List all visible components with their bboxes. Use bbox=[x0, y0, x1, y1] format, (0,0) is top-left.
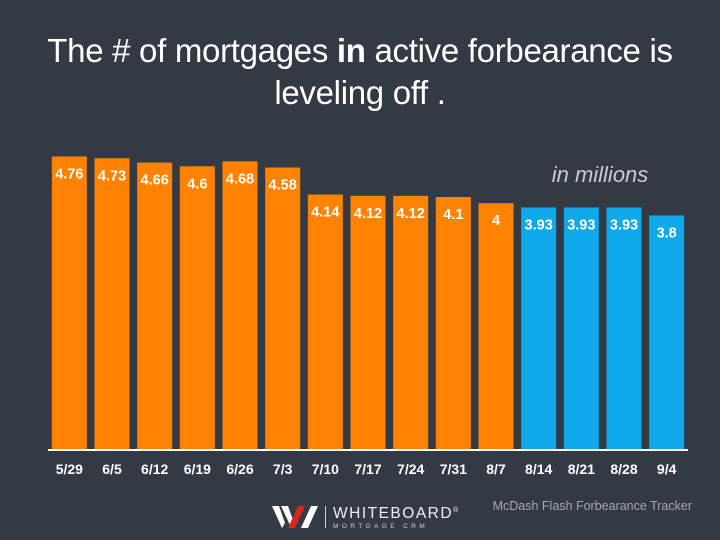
title-bold-word: in bbox=[336, 32, 366, 69]
whiteboard-logo: WHITEBOARD® MORTGAGE CRM bbox=[272, 504, 460, 530]
bar-8/28 bbox=[606, 207, 642, 449]
bar-6/26 bbox=[222, 161, 258, 450]
x-tick-label: 8/14 bbox=[525, 461, 552, 477]
bar-6/19 bbox=[179, 166, 215, 450]
logo-text: WHITEBOARD® MORTGAGE CRM bbox=[333, 503, 460, 530]
data-label: 4.14 bbox=[311, 205, 339, 221]
x-tick-label: 7/24 bbox=[397, 461, 424, 477]
x-tick-label: 5/29 bbox=[56, 461, 83, 477]
logo-registered: ® bbox=[453, 507, 460, 515]
x-tick-label: 9/4 bbox=[657, 461, 677, 477]
bar-6/5 bbox=[94, 158, 130, 450]
whiteboard-w-icon bbox=[272, 506, 318, 528]
x-tick-label: 8/7 bbox=[486, 461, 506, 477]
data-label: 4.6 bbox=[187, 176, 207, 192]
logo-separator bbox=[325, 506, 326, 528]
source-note: McDash Flash Forbearance Tracker bbox=[492, 499, 692, 513]
data-label: 3.8 bbox=[657, 225, 677, 241]
x-tick-label: 6/12 bbox=[141, 461, 168, 477]
data-label: 3.93 bbox=[610, 217, 638, 233]
data-label: 4.58 bbox=[269, 178, 297, 194]
x-tick-label: 7/31 bbox=[440, 461, 467, 477]
bar-5/29 bbox=[51, 156, 87, 449]
data-label: 4.1 bbox=[443, 207, 463, 223]
chart-title: The # of mortgages in active forbearance… bbox=[0, 30, 720, 114]
bar-8/14 bbox=[521, 207, 557, 449]
data-label: 4.12 bbox=[354, 206, 382, 222]
data-label: 3.93 bbox=[525, 217, 553, 233]
bar-7/24 bbox=[393, 195, 429, 449]
x-tick-label: 6/26 bbox=[226, 461, 253, 477]
title-part-1: The # of mortgages bbox=[47, 32, 337, 69]
x-tick-label: 8/21 bbox=[568, 461, 595, 477]
data-label: 4.12 bbox=[397, 206, 425, 222]
x-tick-label: 7/10 bbox=[312, 461, 339, 477]
bar-6/12 bbox=[137, 162, 173, 449]
x-tick-label: 7/3 bbox=[273, 461, 293, 477]
data-label: 4 bbox=[492, 213, 500, 229]
data-label: 4.68 bbox=[226, 171, 254, 187]
bar-8/21 bbox=[563, 207, 599, 449]
bar-9/4 bbox=[649, 215, 685, 449]
x-tick-label: 6/19 bbox=[184, 461, 211, 477]
bar-7/3 bbox=[265, 167, 301, 449]
bar-7/10 bbox=[307, 194, 343, 449]
x-tick-label: 7/17 bbox=[354, 461, 381, 477]
unit-note: in millions bbox=[551, 162, 649, 187]
bar-7/31 bbox=[435, 197, 471, 449]
x-tick-label: 8/28 bbox=[610, 461, 637, 477]
bar-7/17 bbox=[350, 195, 386, 449]
x-tick-label: 6/5 bbox=[102, 461, 122, 477]
data-label: 4.73 bbox=[98, 168, 126, 184]
title-part-2: active forbearance is leveling off . bbox=[274, 32, 673, 111]
data-label: 4.76 bbox=[55, 166, 83, 182]
data-label: 4.66 bbox=[141, 173, 169, 189]
data-label: 3.93 bbox=[567, 217, 595, 233]
bar-8/7 bbox=[478, 203, 514, 449]
logo-tagline: MORTGAGE CRM bbox=[333, 522, 429, 530]
logo-name: WHITEBOARD® bbox=[333, 503, 460, 523]
logo-name-text: WHITEBOARD bbox=[333, 505, 454, 523]
